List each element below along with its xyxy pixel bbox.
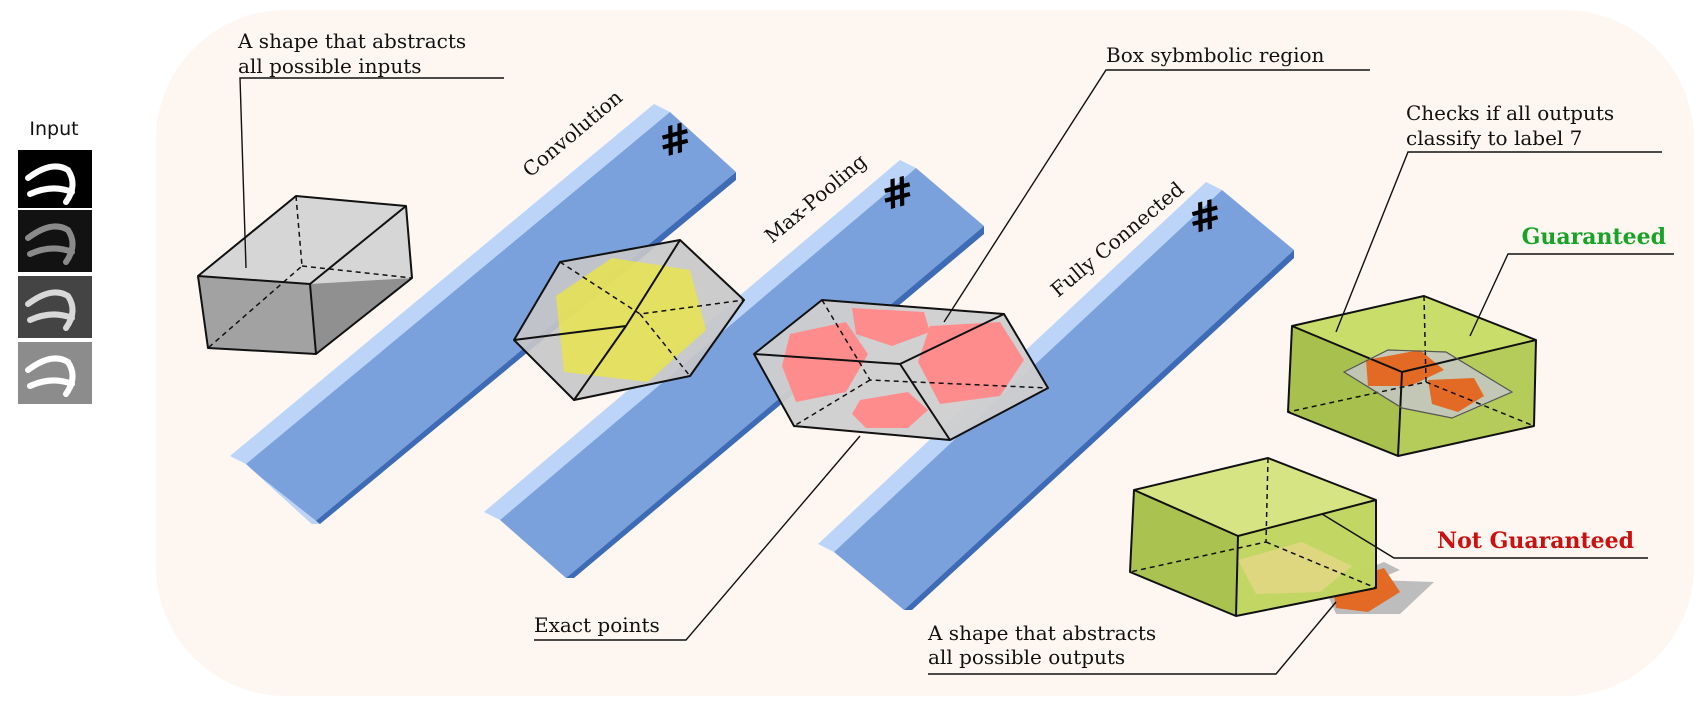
annotation-checks-line2: classify to label 7 bbox=[1406, 126, 1582, 150]
input-digit-2 bbox=[18, 210, 92, 272]
input-images: Input bbox=[18, 118, 92, 404]
exact-point bbox=[852, 308, 930, 346]
annotation-input-shape-line1: A shape that abstracts bbox=[237, 29, 466, 53]
annotation-output-shape-line2: all possible outputs bbox=[928, 645, 1125, 669]
annotation-checks-line1: Checks if all outputs bbox=[1406, 101, 1614, 125]
annotation-exact-points: Exact points bbox=[534, 613, 660, 637]
input-label: Input bbox=[29, 118, 78, 140]
annotation-box-region: Box sybmbolic region bbox=[1106, 43, 1325, 67]
guaranteed-output-box bbox=[1287, 295, 1537, 457]
leader-lines bbox=[239, 69, 1674, 675]
output-region bbox=[1428, 378, 1484, 412]
annotation-input-shape-line2: all possible inputs bbox=[238, 54, 422, 78]
input-abstract-shape bbox=[197, 195, 413, 355]
exact-point bbox=[852, 392, 928, 428]
box-symbolic-region bbox=[753, 299, 1049, 441]
input-digit-1 bbox=[18, 150, 92, 208]
not-guaranteed-label: Not Guaranteed bbox=[1437, 528, 1634, 554]
not-guaranteed-output-box bbox=[1129, 457, 1434, 617]
guaranteed-label: Guaranteed bbox=[1522, 224, 1666, 250]
zonotope-shape bbox=[513, 239, 745, 401]
annotation-output-shape-line1: A shape that abstracts bbox=[927, 621, 1156, 645]
input-digit-3 bbox=[18, 276, 92, 338]
output-region bbox=[1366, 350, 1444, 386]
input-digit-4 bbox=[18, 342, 92, 404]
